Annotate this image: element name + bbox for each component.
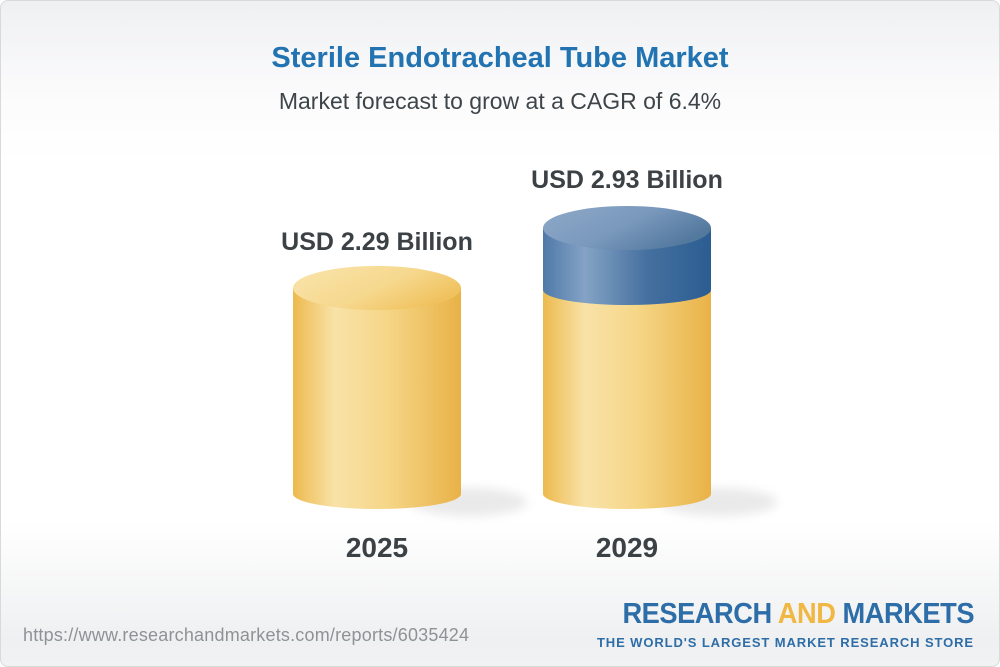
logo-word-markets: MARKETS [842, 598, 975, 630]
cylinder-2025 [293, 266, 461, 509]
value-label-2025: USD 2.29 Billion [281, 228, 473, 256]
year-label-2029: 2029 [595, 532, 659, 563]
cylinder-2025-body [293, 288, 461, 509]
chart-title: Sterile Endotracheal Tube Market [271, 42, 729, 74]
cylinder-bar-chart [293, 206, 777, 516]
logo-word-research: RESEARCH [622, 598, 772, 630]
cylinder-2029 [543, 206, 711, 509]
cylinder-2029-top [543, 206, 711, 250]
year-label-2025: 2025 [345, 532, 409, 563]
footer-url: https://www.researchandmarkets.com/repor… [23, 625, 470, 645]
chart-subtitle: Market forecast to grow at a CAGR of 6.4… [278, 88, 722, 114]
logo-word-and: AND [777, 598, 836, 630]
cylinder-2025-top [293, 266, 461, 310]
logo-tagline: THE WORLD'S LARGEST MARKET RESEARCH STOR… [596, 635, 974, 650]
cylinder-2029-growth-body [543, 228, 711, 305]
cylinder-2029-base-body [543, 281, 711, 509]
brand-wordmark: RESEARCH AND MARKETS [620, 600, 974, 629]
brand-logo: RESEARCH AND MARKETS THE WORLD'S LARGEST… [596, 600, 975, 650]
value-label-2029: USD 2.93 Billion [531, 166, 723, 194]
